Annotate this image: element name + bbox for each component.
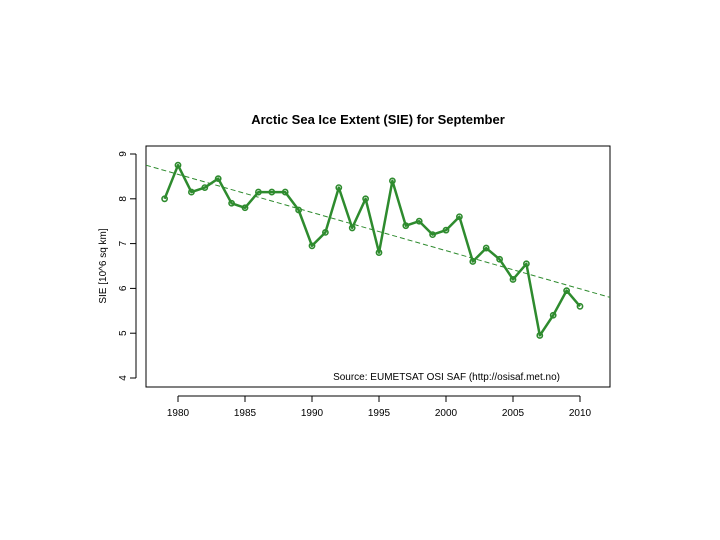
data-point	[174, 161, 182, 169]
plot-frame	[145, 145, 611, 388]
x-tick-label: 1990	[301, 408, 324, 419]
source-annotation: Source: EUMETSAT OSI SAF (http://osisaf.…	[333, 372, 560, 383]
data-point	[214, 175, 222, 183]
data-point	[496, 255, 503, 263]
data-point	[523, 260, 530, 268]
data-point	[268, 188, 276, 196]
data-point	[415, 217, 423, 225]
data-point	[388, 177, 396, 185]
data-point	[469, 258, 477, 265]
x-tick-label: 1980	[167, 408, 190, 419]
data-point	[576, 302, 584, 310]
data-point	[429, 231, 436, 239]
y-tick-label: 9	[118, 151, 129, 157]
data-point	[295, 206, 302, 214]
y-tick-label: 6	[118, 285, 129, 291]
data-point	[563, 287, 570, 295]
data-point	[536, 332, 544, 339]
data-point	[348, 224, 356, 232]
x-tick-label: 2005	[502, 408, 525, 419]
data-point	[201, 184, 209, 191]
x-axis: 1980 1985 1990 1995 2000 2005 2010	[167, 395, 592, 419]
data-point	[308, 242, 316, 250]
trend-line	[145, 164, 611, 298]
chart-title: Arctic Sea Ice Extent (SIE) for Septembe…	[251, 112, 505, 127]
x-tick-label: 2000	[435, 408, 458, 419]
data-point	[375, 249, 383, 256]
y-tick-label: 5	[118, 330, 129, 336]
series-line	[163, 163, 581, 337]
y-tick-label: 4	[118, 375, 129, 381]
x-tick-label: 1995	[368, 408, 391, 419]
data-point	[161, 195, 168, 203]
x-tick-label: 2010	[569, 408, 592, 419]
data-point	[228, 199, 235, 207]
y-tick-label: 7	[118, 240, 129, 246]
data-point	[362, 195, 369, 203]
y-axis-title: SIE [10^6 sq km]	[98, 228, 109, 304]
data-point	[335, 184, 343, 191]
data-point	[281, 188, 289, 196]
x-tick-label: 1985	[234, 408, 257, 419]
data-point	[549, 311, 557, 319]
data-point	[187, 188, 195, 196]
data-point	[321, 228, 329, 236]
data-point	[241, 204, 249, 212]
data-point	[402, 222, 410, 230]
y-axis: 4 5 6 7 8 9	[118, 151, 137, 381]
data-point	[442, 226, 450, 234]
data-point	[254, 188, 262, 196]
data-points	[161, 161, 584, 339]
data-point	[482, 244, 490, 252]
data-point	[509, 276, 517, 283]
y-tick-label: 8	[118, 196, 129, 202]
data-point	[455, 213, 463, 221]
